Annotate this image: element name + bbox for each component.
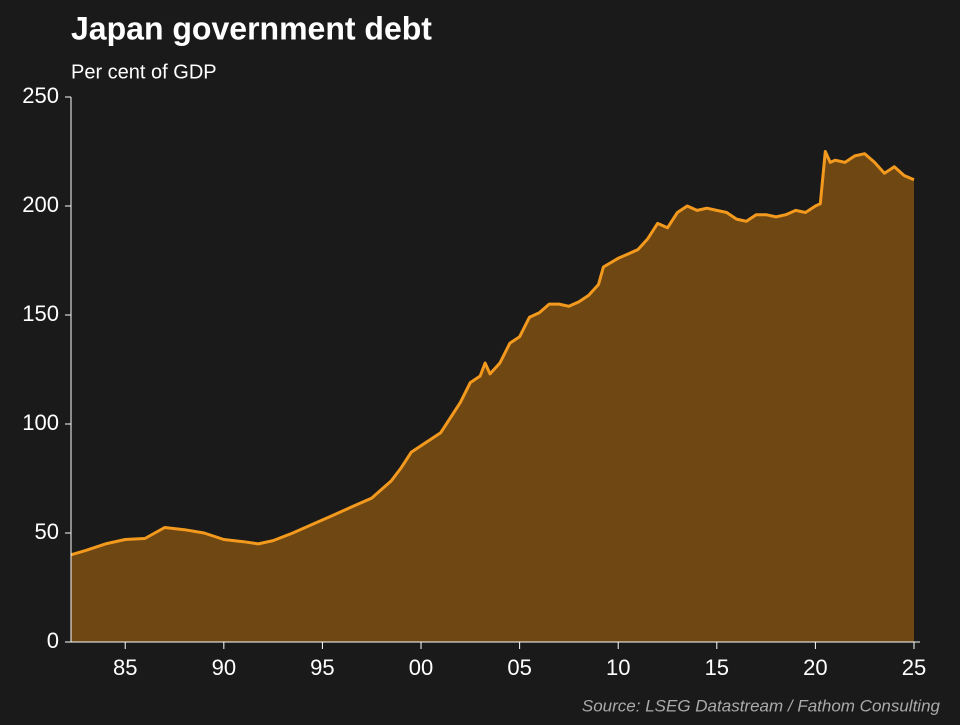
- y-tick-label: 0: [47, 628, 59, 653]
- x-tick-label: 00: [409, 655, 433, 680]
- x-tick-label: 15: [705, 655, 729, 680]
- source: Source: LSEG Datastream / Fathom Consult…: [582, 696, 941, 715]
- area: [71, 151, 914, 642]
- y-tick-label: 100: [22, 410, 59, 435]
- line: [70, 150, 915, 557]
- x-tick-label: 95: [310, 655, 334, 680]
- chart-title: Japan government debt: [71, 10, 432, 46]
- x-tick-label: 25: [902, 655, 926, 680]
- y-tick-label: 200: [22, 192, 59, 217]
- y-tick-label: 250: [22, 83, 59, 108]
- x-tick-label: 20: [803, 655, 827, 680]
- x-tick-label: 90: [212, 655, 236, 680]
- y-tick-label: 150: [22, 301, 59, 326]
- chart-subtitle: Per cent of GDP: [71, 61, 217, 83]
- x-tick-label: 10: [606, 655, 630, 680]
- y-tick-label: 50: [35, 519, 59, 544]
- x-tick-label: 05: [507, 655, 531, 680]
- x-tick-label: 85: [113, 655, 137, 680]
